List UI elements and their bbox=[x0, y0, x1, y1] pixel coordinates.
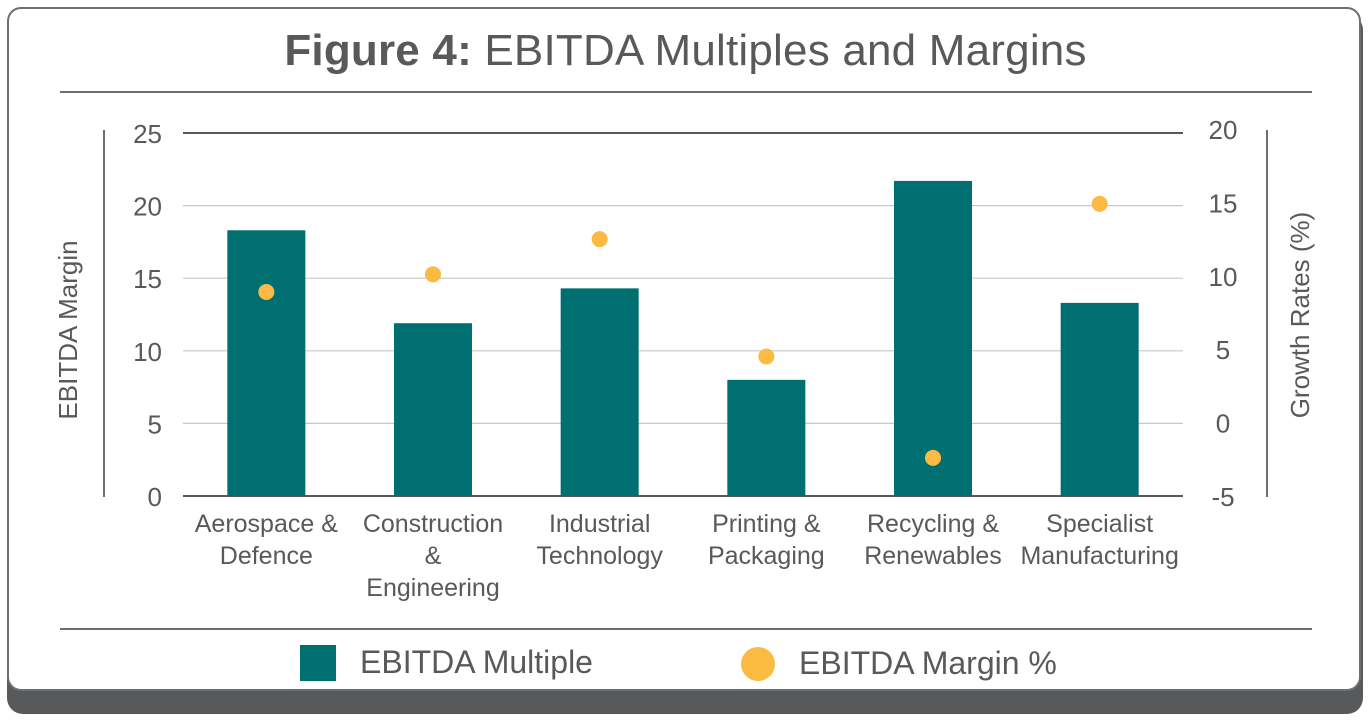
bars bbox=[227, 180, 1139, 496]
chart: 0 5 10 15 20 25 -5 0 5 10 15 20 EBITDA Margin Growth … bbox=[53, 115, 1315, 602]
legend-dot-swatch bbox=[741, 646, 775, 681]
grid-lines bbox=[183, 132, 1183, 497]
left-tick-label: 25 bbox=[133, 119, 162, 149]
figure-number: Figure 4: bbox=[284, 26, 472, 75]
category-label: Industrial Technology bbox=[536, 510, 663, 570]
left-tick-label: 0 bbox=[148, 482, 162, 512]
point-ebitda-margin bbox=[425, 266, 441, 283]
y-axis-title: EBITDA Margin bbox=[53, 240, 83, 419]
figure-title: Figure 4: EBITDA Multiples and Margins bbox=[0, 26, 1371, 76]
bar-ebitda-multiple bbox=[227, 230, 306, 496]
legend-divider bbox=[60, 628, 1312, 630]
category-label: Printing & Packaging bbox=[708, 510, 825, 570]
legend-label-margin: EBITDA Margin % bbox=[799, 645, 1057, 681]
right-tick-label: 10 bbox=[1209, 262, 1238, 292]
category-label: Aerospace & Defence bbox=[195, 510, 338, 570]
point-ebitda-margin bbox=[258, 283, 275, 300]
point-ebitda-margin bbox=[758, 348, 775, 365]
margin-points bbox=[258, 195, 1108, 466]
right-tick-label: 5 bbox=[1216, 335, 1230, 365]
point-ebitda-margin bbox=[591, 231, 608, 248]
bar-ebitda-multiple bbox=[560, 288, 639, 496]
legend-label-multiple: EBITDA Multiple bbox=[360, 644, 593, 680]
right-tick-label: -5 bbox=[1211, 482, 1234, 512]
title-divider bbox=[60, 91, 1312, 93]
legend-item-margin: EBITDA Margin % bbox=[741, 645, 1057, 682]
bar-ebitda-multiple bbox=[727, 379, 806, 496]
category-label: Construction & Engineering bbox=[363, 510, 503, 602]
y2-axis-title: Growth Rates (%) bbox=[1285, 212, 1315, 419]
left-tick-label: 20 bbox=[133, 192, 162, 222]
right-tick-label: 20 bbox=[1209, 115, 1238, 145]
right-tick-label: 0 bbox=[1216, 409, 1230, 439]
left-tick-label: 15 bbox=[133, 264, 162, 294]
bar-ebitda-multiple bbox=[394, 323, 472, 496]
category-label: Specialist Manufacturing bbox=[1020, 510, 1178, 570]
legend-item-multiple: EBITDA Multiple bbox=[300, 644, 593, 681]
left-tick-label: 5 bbox=[148, 409, 162, 439]
axes bbox=[103, 130, 1268, 497]
point-ebitda-margin bbox=[925, 449, 941, 466]
left-tick-label: 10 bbox=[133, 337, 162, 367]
figure-caption: EBITDA Multiples and Margins bbox=[484, 26, 1087, 75]
point-ebitda-margin bbox=[1091, 195, 1108, 212]
category-label: Recycling & Renewables bbox=[864, 510, 1002, 570]
bar-ebitda-multiple bbox=[894, 180, 972, 496]
legend-bar-swatch bbox=[300, 644, 336, 681]
tick-labels: 0 5 10 15 20 25 -5 0 5 10 15 20 EBITDA Margin Growth … bbox=[53, 115, 1315, 602]
bar-ebitda-multiple bbox=[1060, 302, 1139, 496]
legend: EBITDA Multiple EBITDA Margin % bbox=[0, 640, 1371, 690]
right-tick-label: 15 bbox=[1209, 188, 1238, 218]
